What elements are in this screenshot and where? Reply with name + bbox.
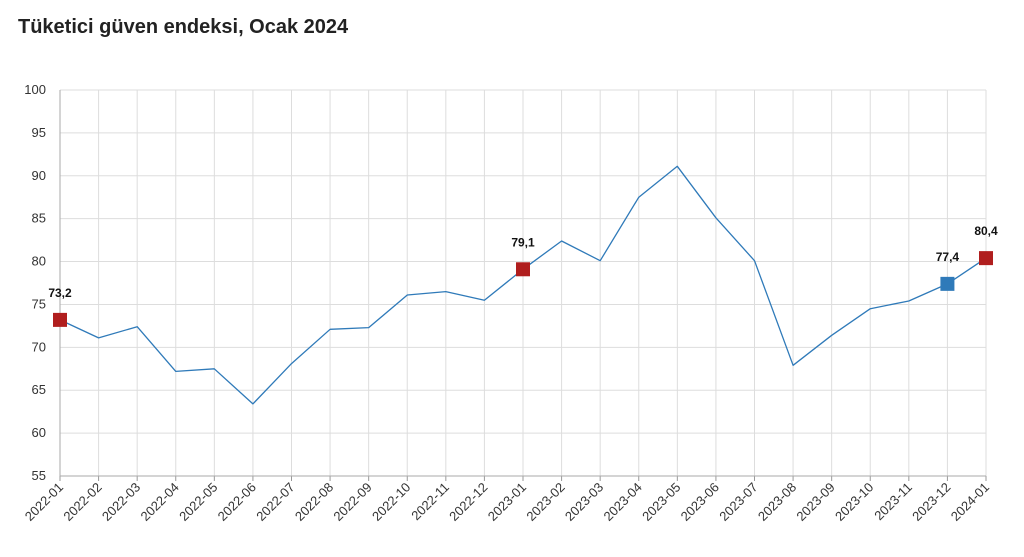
chart-title: Tüketici güven endeksi, Ocak 2024 [18, 16, 349, 38]
highlight-marker [940, 276, 955, 291]
y-tick-label: 55 [32, 468, 46, 483]
y-tick-label: 70 [32, 339, 46, 354]
axes: 5560657075808590951002022-012022-022022-… [22, 82, 992, 524]
x-tick-label: 2023-02 [523, 480, 567, 524]
x-tick-label: 2023-09 [793, 480, 837, 524]
x-tick-label: 2023-06 [678, 480, 722, 524]
x-tick-label: 2022-06 [215, 480, 259, 524]
data-label: 73,2 [48, 286, 72, 300]
x-tick-label: 2023-11 [871, 480, 915, 524]
grid [59, 89, 987, 477]
x-tick-label: 2022-12 [446, 480, 490, 524]
highlight-marker [979, 251, 993, 266]
x-tick-label: 2023-10 [832, 480, 876, 524]
x-tick-label: 2024-01 [948, 480, 992, 524]
x-tick-label: 2023-01 [485, 480, 529, 524]
data-label: 79,1 [511, 235, 535, 249]
y-tick-label: 80 [32, 254, 46, 269]
highlight-marker [53, 312, 67, 327]
y-tick-label: 85 [32, 211, 46, 226]
x-tick-label: 2022-03 [99, 480, 143, 524]
x-tick-label: 2023-03 [562, 480, 606, 524]
data-label: 80,4 [974, 224, 998, 238]
highlight-marker [516, 262, 530, 277]
y-tick-label: 95 [32, 125, 46, 140]
x-tick-label: 2023-12 [909, 480, 953, 524]
y-tick-label: 75 [32, 296, 46, 311]
x-tick-label: 2022-05 [176, 480, 220, 524]
x-tick-label: 2022-04 [138, 480, 182, 524]
data-label: 77,4 [936, 250, 960, 264]
x-tick-label: 2022-01 [22, 480, 66, 524]
y-tick-label: 65 [32, 382, 46, 397]
x-tick-label: 2023-07 [716, 480, 760, 524]
y-tick-label: 100 [24, 82, 46, 97]
x-tick-label: 2023-04 [601, 480, 645, 524]
x-tick-label: 2023-05 [639, 480, 683, 524]
highlight-markers: 73,2 79,1 77,4 80,4 [48, 224, 998, 327]
x-tick-label: 2022-11 [408, 480, 452, 524]
y-tick-label: 60 [32, 425, 46, 440]
x-tick-label: 2022-07 [253, 480, 297, 524]
x-tick-label: 2022-08 [292, 480, 336, 524]
x-tick-label: 2022-09 [330, 480, 374, 524]
x-tick-label: 2022-10 [369, 480, 413, 524]
x-tick-label: 2022-02 [60, 480, 104, 524]
y-tick-label: 90 [32, 168, 46, 183]
x-tick-label: 2023-08 [755, 480, 799, 524]
